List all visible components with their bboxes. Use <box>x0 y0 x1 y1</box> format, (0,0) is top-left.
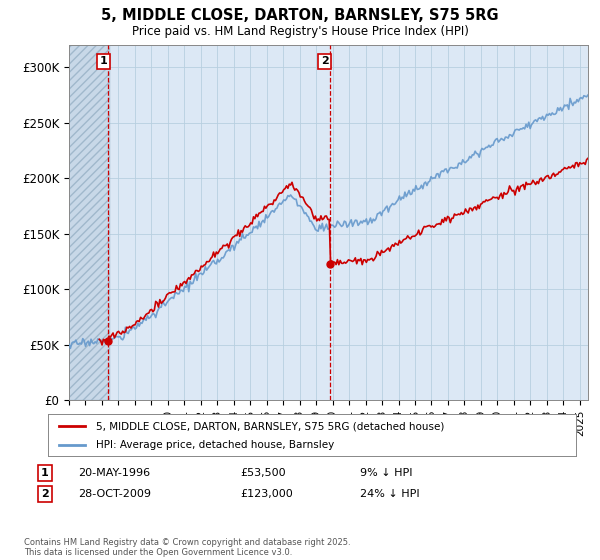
Text: 20-MAY-1996: 20-MAY-1996 <box>78 468 150 478</box>
Text: 1: 1 <box>100 57 107 67</box>
Text: 24% ↓ HPI: 24% ↓ HPI <box>360 489 419 499</box>
Text: Contains HM Land Registry data © Crown copyright and database right 2025.
This d: Contains HM Land Registry data © Crown c… <box>24 538 350 557</box>
Text: Price paid vs. HM Land Registry's House Price Index (HPI): Price paid vs. HM Land Registry's House … <box>131 25 469 38</box>
Text: £53,500: £53,500 <box>240 468 286 478</box>
Text: £123,000: £123,000 <box>240 489 293 499</box>
Text: 2: 2 <box>41 489 49 499</box>
Text: 28-OCT-2009: 28-OCT-2009 <box>78 489 151 499</box>
Text: 2: 2 <box>321 57 329 67</box>
Text: 5, MIDDLE CLOSE, DARTON, BARNSLEY, S75 5RG: 5, MIDDLE CLOSE, DARTON, BARNSLEY, S75 5… <box>101 8 499 24</box>
Text: HPI: Average price, detached house, Barnsley: HPI: Average price, detached house, Barn… <box>95 440 334 450</box>
Bar <box>69 45 110 400</box>
Text: 9% ↓ HPI: 9% ↓ HPI <box>360 468 413 478</box>
Text: 5, MIDDLE CLOSE, DARTON, BARNSLEY, S75 5RG (detached house): 5, MIDDLE CLOSE, DARTON, BARNSLEY, S75 5… <box>95 421 444 431</box>
Text: 1: 1 <box>41 468 49 478</box>
